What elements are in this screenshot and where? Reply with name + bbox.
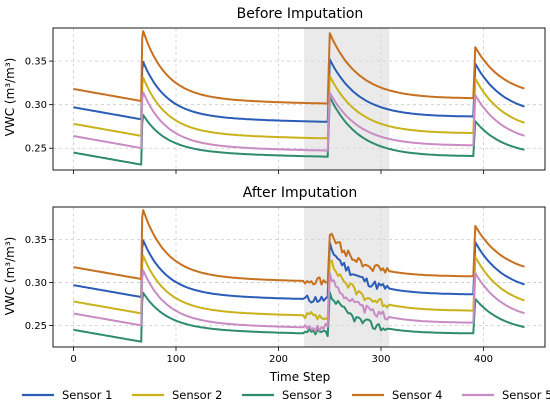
chart-title: Before Imputation bbox=[237, 6, 364, 22]
y-tick-label: 0.25 bbox=[25, 321, 47, 332]
series-line-4 bbox=[73, 30, 525, 105]
series-lines bbox=[73, 209, 525, 343]
plot-frame bbox=[52, 206, 546, 348]
y-tick-label: 0.35 bbox=[25, 235, 47, 246]
x-tick-label: 200 bbox=[269, 354, 288, 365]
series-line-3 bbox=[73, 95, 525, 166]
y-axis-label: VWC (m³/m³) bbox=[3, 237, 17, 316]
panel-before-imputation: Before Imputation VWC (m³/m³) 0.250.300.… bbox=[3, 6, 546, 174]
x-tick-label: 0 bbox=[70, 354, 76, 365]
plot-frame bbox=[52, 27, 546, 171]
imputation-region bbox=[304, 28, 390, 170]
series-line-4 bbox=[73, 209, 525, 286]
x-tick-label: 400 bbox=[474, 354, 493, 365]
legend-label: Sensor 5 bbox=[502, 388, 550, 402]
series-line-2 bbox=[73, 74, 525, 140]
y-tick-label: 0.35 bbox=[25, 57, 47, 68]
axis-ticks: 0 100 200 300 400 0.25 0.30 0.35 bbox=[25, 235, 493, 365]
series-line-5 bbox=[73, 91, 525, 152]
x-tick-label: 100 bbox=[166, 354, 185, 365]
legend: Sensor 1 Sensor 2 Sensor 3 Sensor 4 Sensor 5 bbox=[22, 388, 550, 402]
legend-label: Sensor 4 bbox=[392, 388, 442, 402]
legend-label: Sensor 3 bbox=[282, 388, 332, 402]
chart-title: After Imputation bbox=[243, 185, 357, 201]
x-axis-label: Time Step bbox=[269, 370, 331, 384]
legend-label: Sensor 1 bbox=[62, 388, 112, 402]
y-tick-label: 0.25 bbox=[25, 144, 47, 155]
y-axis-label: VWC (m³/m³) bbox=[3, 58, 17, 137]
series-line-1 bbox=[73, 239, 525, 304]
axis-ticks: 0.25 0.30 0.35 bbox=[25, 57, 484, 174]
series-line-1 bbox=[73, 58, 525, 123]
panel-after-imputation: After Imputation VWC (m³/m³) 0 100 200 300 4… bbox=[3, 185, 546, 384]
x-tick-label: 300 bbox=[371, 354, 390, 365]
legend-label: Sensor 2 bbox=[172, 388, 222, 402]
series-lines bbox=[73, 30, 525, 166]
series-line-3 bbox=[73, 291, 525, 343]
series-line-5 bbox=[73, 269, 525, 333]
y-tick-label: 0.30 bbox=[25, 278, 47, 289]
series-line-2 bbox=[73, 254, 525, 321]
y-tick-label: 0.30 bbox=[25, 100, 47, 111]
grid bbox=[53, 28, 545, 170]
